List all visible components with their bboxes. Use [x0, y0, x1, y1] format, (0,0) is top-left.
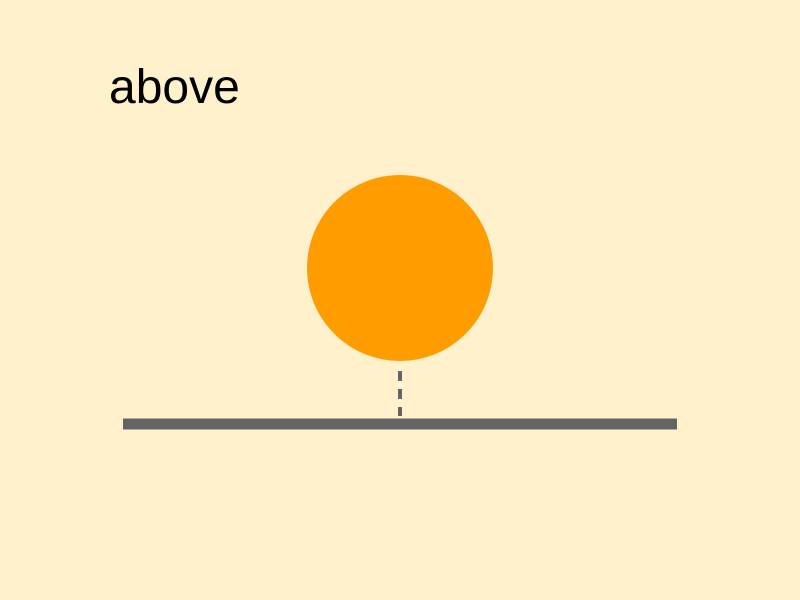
orange-circle — [307, 175, 493, 361]
relation-label: above — [109, 61, 240, 114]
